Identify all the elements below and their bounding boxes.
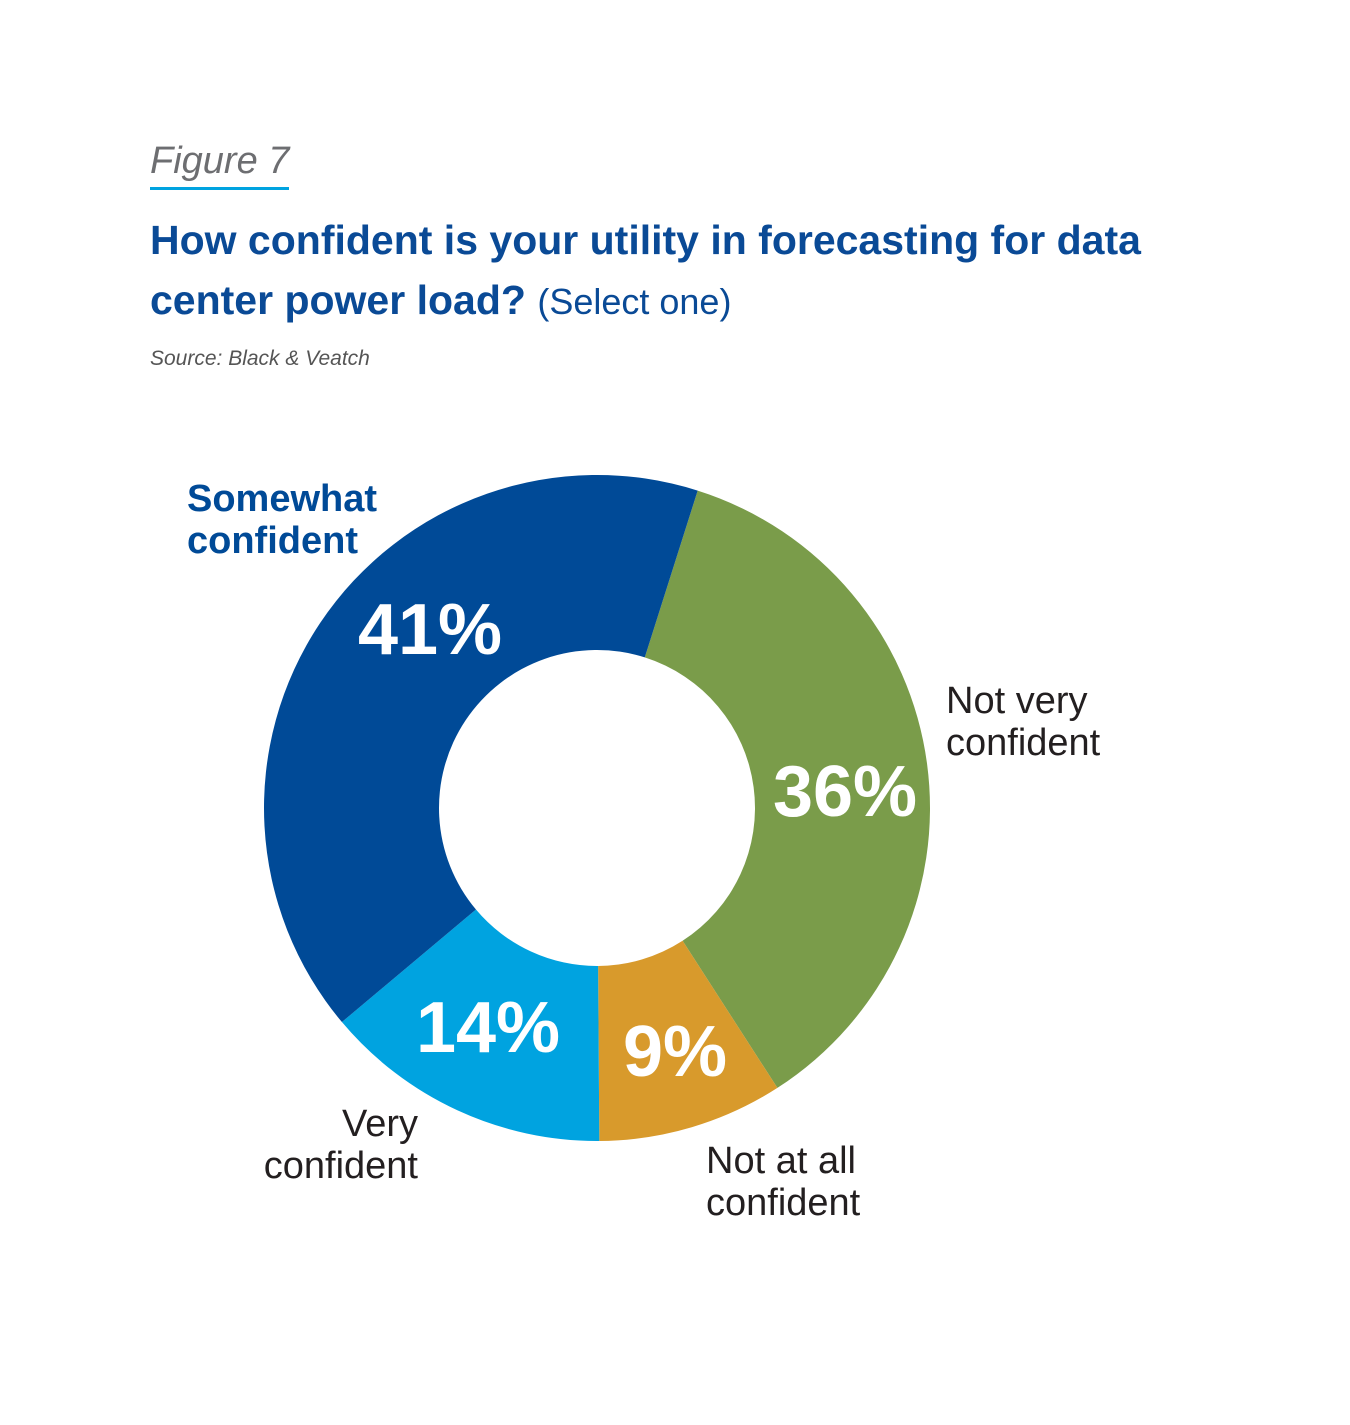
source: Source: Black & Veatch bbox=[150, 347, 370, 370]
value-label: 36% bbox=[773, 752, 917, 832]
chart-title-block: How confident is your utility in forecas… bbox=[150, 210, 1150, 332]
donut-slice bbox=[598, 940, 778, 1141]
chart-subtitle: (Select one) bbox=[537, 281, 732, 322]
donut-slice bbox=[644, 490, 930, 1088]
category-label: Not very confident bbox=[946, 680, 1101, 764]
value-label: 14% bbox=[416, 988, 560, 1068]
donut-slice bbox=[264, 475, 698, 1023]
figure-label: Figure 7 bbox=[150, 140, 290, 190]
donut-slice bbox=[341, 909, 600, 1141]
value-label: 9% bbox=[623, 1012, 727, 1092]
category-label: Very confident bbox=[263, 1103, 418, 1187]
value-label: 41% bbox=[358, 590, 502, 670]
chart-title: How confident is your utility in forecas… bbox=[150, 217, 1141, 323]
category-label: Somewhat confident bbox=[187, 478, 378, 562]
category-label: Not at all confident bbox=[706, 1140, 861, 1224]
